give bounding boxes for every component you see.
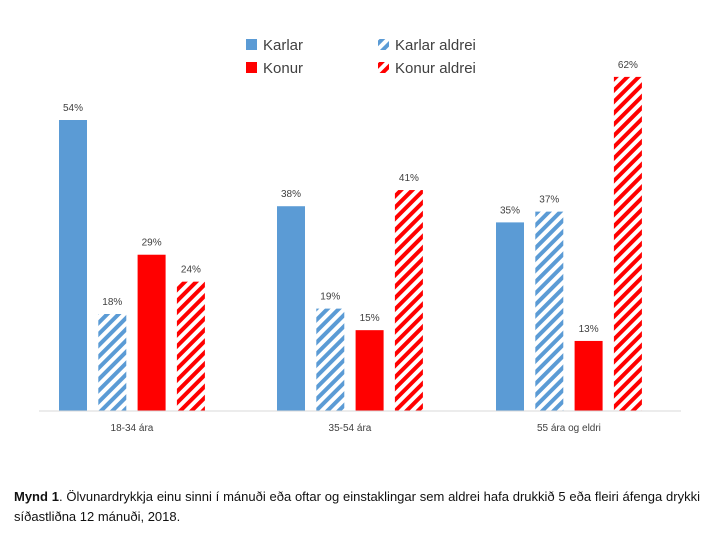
x-tick-label-35-54-ára: 35-54 ára	[329, 423, 372, 434]
chart-legend: Karlar Karlar aldrei Konur Konur aldrei	[246, 37, 476, 77]
bar-chart: Karlar Karlar aldrei Konur Konur aldrei 54%…	[39, 37, 681, 434]
bar-konur-35-54-ára	[355, 330, 384, 411]
legend-item-karlar-aldrei: Karlar aldrei	[378, 37, 476, 54]
legend-swatch-karlar-aldrei	[378, 39, 389, 50]
data-label-konur-35-54-ára: 15%	[360, 313, 380, 324]
data-label-konur-18-34-ára: 29%	[142, 238, 162, 249]
bar-karlar-35-54-ára	[277, 206, 305, 411]
x-tick-label-18-34-ára: 18-34 ára	[111, 423, 154, 434]
legend-swatch-karlar	[246, 39, 257, 50]
data-label-konur-aldrei-35-54-ára: 41%	[399, 173, 419, 184]
legend-label-konur: Konur	[263, 60, 303, 77]
bar-konur-aldrei-35-54-ára	[394, 190, 423, 411]
legend-label-konur-aldrei: Konur aldrei	[395, 60, 476, 77]
bar-konur-55-ára-og-eldri	[574, 340, 603, 411]
legend-label-karlar: Karlar	[263, 37, 303, 54]
figure-caption: Mynd 1. Ölvunardrykkja einu sinni í mánu…	[14, 487, 700, 527]
bar-karlar-aldrei-55-ára-og-eldri	[535, 211, 564, 411]
data-label-karlar-55-ára-og-eldri: 35%	[500, 205, 520, 216]
bar-karlar-aldrei-35-54-ára	[316, 308, 345, 411]
data-label-karlar-aldrei-18-34-ára: 18%	[102, 297, 122, 308]
legend-swatch-konur	[246, 62, 257, 73]
data-label-konur-aldrei-55-ára-og-eldri: 62%	[618, 60, 638, 71]
x-tick-label-55-ára-og-eldri: 55 ára og eldri	[537, 423, 601, 434]
data-labels-group: 54% 18% 29% 24% 38% 19% 15% 41% 35% 37% 13% 62%	[63, 60, 638, 335]
bar-konur-18-34-ára	[137, 254, 166, 411]
bar-konur-aldrei-55-ára-og-eldri	[613, 76, 642, 411]
data-label-karlar-aldrei-35-54-ára: 19%	[320, 292, 340, 303]
bar-karlar-55-ára-og-eldri	[496, 222, 524, 411]
legend-item-konur-aldrei: Konur aldrei	[378, 60, 476, 77]
x-tick-labels: 18-34 ára 35-54 ára 55 ára og eldri	[111, 423, 601, 434]
data-label-konur-55-ára-og-eldri: 13%	[579, 324, 599, 335]
data-label-konur-aldrei-18-34-ára: 24%	[181, 265, 201, 276]
legend-item-karlar: Karlar	[246, 37, 303, 54]
data-label-karlar-aldrei-55-ára-og-eldri: 37%	[539, 195, 559, 206]
legend-item-konur: Konur	[246, 60, 303, 77]
caption-label: Mynd 1	[14, 489, 59, 504]
bar-karlar-18-34-ára	[59, 120, 87, 411]
caption-text: . Ölvunardrykkja einu sinni í mánuði eða…	[14, 489, 700, 524]
data-label-karlar-35-54-ára: 38%	[281, 189, 301, 200]
bar-konur-aldrei-18-34-ára	[176, 281, 205, 411]
legend-swatch-konur-aldrei	[378, 62, 389, 73]
bars-group	[59, 76, 642, 411]
data-label-karlar-18-34-ára: 54%	[63, 103, 83, 114]
legend-label-karlar-aldrei: Karlar aldrei	[395, 37, 476, 54]
bar-karlar-aldrei-18-34-ára	[98, 314, 127, 411]
